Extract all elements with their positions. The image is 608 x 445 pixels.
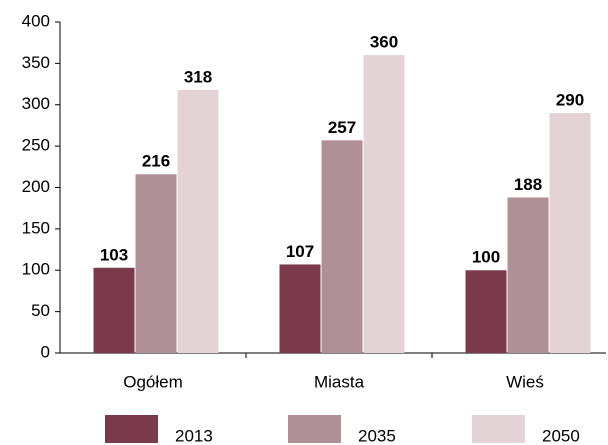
bar (177, 89, 219, 353)
bar (279, 264, 321, 353)
bar (93, 267, 135, 353)
legend-label: 2013 (175, 426, 213, 445)
legend-swatch (105, 415, 158, 443)
value-label: 107 (286, 242, 314, 261)
bar (465, 270, 507, 353)
y-tick-label: 250 (22, 136, 50, 155)
value-label: 360 (370, 33, 398, 52)
bar (507, 197, 549, 353)
bar (321, 140, 363, 353)
bar (549, 113, 591, 354)
x-tick-label: Miasta (314, 372, 365, 391)
bar (363, 55, 405, 353)
value-label: 290 (556, 91, 584, 110)
value-label: 188 (514, 175, 542, 194)
y-tick-label: 200 (22, 177, 50, 196)
legend-swatch (288, 415, 341, 443)
y-tick-label: 150 (22, 218, 50, 237)
legend-label: 2050 (542, 426, 580, 445)
y-tick-label: 400 (22, 11, 50, 30)
x-tick-label: Ogółem (123, 372, 183, 391)
legend-swatch (472, 415, 525, 443)
x-tick-label: Wieś (506, 372, 544, 391)
y-tick-label: 0 (41, 342, 50, 361)
bar (135, 174, 177, 353)
y-tick-label: 100 (22, 260, 50, 279)
value-label: 216 (142, 152, 170, 171)
value-label: 100 (472, 248, 500, 267)
value-label: 318 (184, 67, 212, 86)
y-tick-label: 50 (31, 301, 50, 320)
value-label: 103 (100, 245, 128, 264)
y-tick-label: 300 (22, 94, 50, 113)
y-tick-label: 350 (22, 53, 50, 72)
value-label: 257 (328, 118, 356, 137)
legend-label: 2035 (358, 426, 396, 445)
